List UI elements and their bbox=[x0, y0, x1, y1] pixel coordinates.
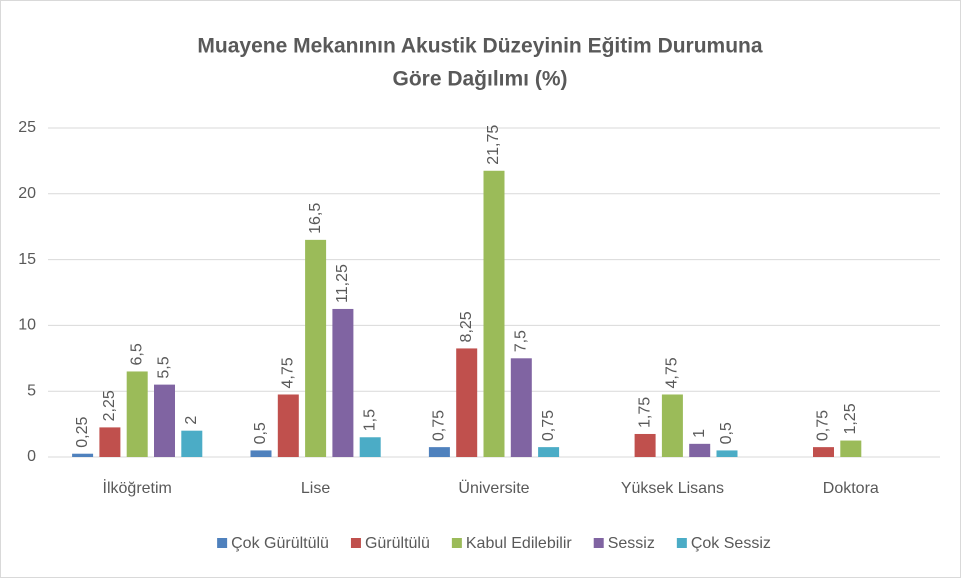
bar bbox=[483, 170, 505, 457]
data-label: 8,25 bbox=[458, 311, 475, 342]
bar bbox=[277, 394, 299, 457]
y-tick-label: 0 bbox=[27, 448, 36, 465]
legend-swatch bbox=[217, 538, 228, 548]
bar bbox=[428, 447, 450, 457]
data-label: 0,25 bbox=[74, 416, 91, 447]
data-label: 0,5 bbox=[252, 422, 269, 444]
bar bbox=[154, 384, 175, 457]
legend-label: Gürültülü bbox=[365, 535, 430, 552]
legend-swatch bbox=[350, 538, 361, 548]
bar bbox=[181, 430, 203, 457]
bar bbox=[716, 450, 738, 457]
data-label: 1,25 bbox=[842, 403, 859, 434]
data-label: 16,5 bbox=[307, 203, 324, 234]
legend-label: Sessiz bbox=[608, 535, 655, 552]
data-label: 2 bbox=[183, 416, 200, 425]
bar bbox=[689, 443, 711, 457]
bar bbox=[250, 450, 272, 457]
data-label: 5,5 bbox=[156, 356, 173, 378]
data-label: 0,75 bbox=[815, 410, 832, 441]
data-label: 4,75 bbox=[280, 357, 297, 388]
data-label: 0,75 bbox=[540, 410, 557, 441]
bar bbox=[305, 239, 327, 457]
bar bbox=[840, 440, 862, 457]
bar bbox=[359, 437, 381, 457]
bar bbox=[634, 433, 656, 457]
data-label: 1,5 bbox=[361, 409, 378, 431]
data-label: 0,75 bbox=[431, 410, 448, 441]
y-tick-label: 15 bbox=[18, 251, 36, 268]
data-label: 1 bbox=[691, 429, 708, 438]
data-label: 0,5 bbox=[718, 422, 735, 444]
x-tick-label: Doktora bbox=[823, 480, 879, 497]
chart-title: Muayene Mekanının Akustik Düzeyinin Eğit… bbox=[197, 35, 762, 58]
data-label: 1,75 bbox=[636, 397, 653, 428]
x-tick-label: Üniversite bbox=[458, 479, 529, 497]
bar bbox=[332, 308, 354, 457]
legend-label: Çok Sessiz bbox=[691, 535, 771, 552]
legend-swatch bbox=[593, 538, 604, 548]
x-tick-label: İlköğretim bbox=[103, 478, 172, 497]
bar bbox=[99, 427, 121, 457]
bar bbox=[126, 371, 148, 457]
bar bbox=[661, 394, 683, 457]
legend-label: Kabul Edilebilir bbox=[466, 535, 573, 552]
data-label: 4,75 bbox=[664, 357, 681, 388]
bar bbox=[72, 453, 94, 457]
bar bbox=[813, 447, 834, 457]
y-tick-label: 25 bbox=[18, 119, 36, 136]
data-label: 7,5 bbox=[513, 330, 530, 352]
bar bbox=[538, 447, 560, 457]
bar bbox=[456, 348, 478, 457]
legend-swatch bbox=[451, 538, 462, 548]
legend-label: Çok Gürültülü bbox=[231, 535, 329, 552]
data-label: 2,25 bbox=[101, 390, 118, 421]
y-tick-label: 10 bbox=[18, 317, 36, 334]
y-tick-label: 5 bbox=[27, 382, 36, 399]
data-label: 11,25 bbox=[334, 264, 351, 303]
y-tick-label: 20 bbox=[18, 185, 36, 202]
legend-swatch bbox=[676, 538, 687, 548]
data-label: 21,75 bbox=[485, 125, 502, 165]
data-label: 6,5 bbox=[128, 343, 145, 365]
bar bbox=[510, 358, 532, 457]
x-tick-label: Lise bbox=[301, 480, 330, 497]
chart-title: Göre Dağılımı (%) bbox=[392, 68, 567, 91]
x-tick-label: Yüksek Lisans bbox=[621, 480, 724, 497]
